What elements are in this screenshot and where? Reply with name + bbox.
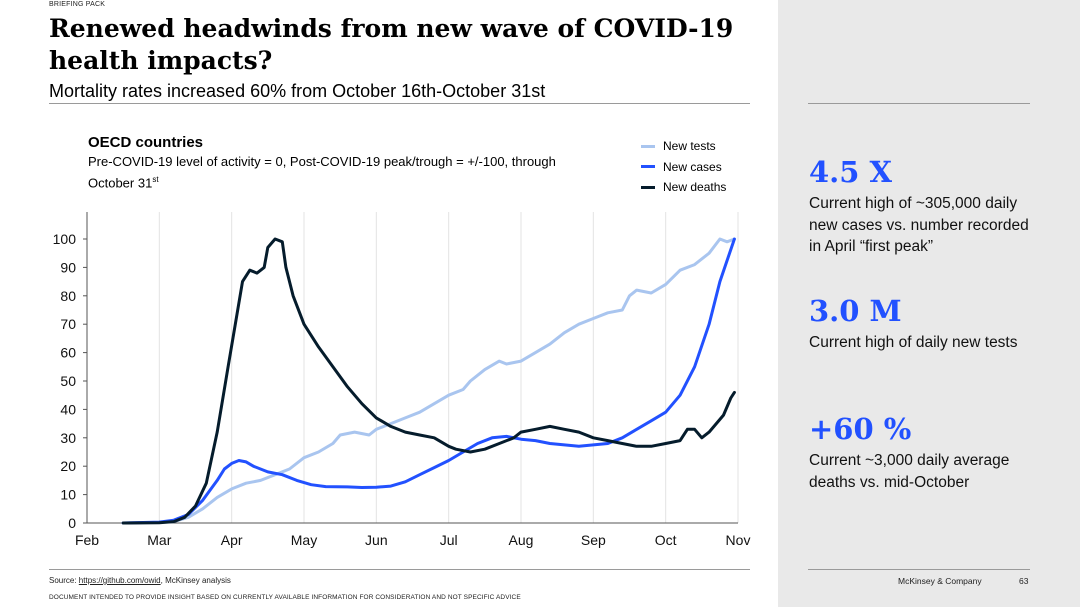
kpi-cases-description: Current high of ~305,000 daily new cases… xyxy=(809,195,1029,255)
kpi-deaths: +60 % Current ~3,000 daily average death… xyxy=(809,412,1039,493)
x-tick-label-nov: Nov xyxy=(726,532,751,548)
kpi-tests: 3.0 M Current high of daily new tests xyxy=(809,294,1039,354)
legend-item-deaths: New deaths xyxy=(641,177,726,198)
source-link[interactable]: https://github.com/owid xyxy=(78,576,161,585)
legend-label-tests: New tests xyxy=(663,139,716,154)
legend-swatch-cases xyxy=(641,165,655,169)
page-subtitle: Mortality rates increased 60% from Octob… xyxy=(49,81,546,101)
brand-name: McKinsey & Company xyxy=(898,576,982,586)
chart-subtitle-text: Pre-COVID-19 level of activity = 0, Post… xyxy=(88,154,556,191)
footer-divider-right xyxy=(808,569,1030,570)
x-tick-label-feb: Feb xyxy=(75,532,99,548)
x-tick-label-apr: Apr xyxy=(221,532,243,548)
source-label: Source: xyxy=(49,576,79,585)
y-tick-label-70: 70 xyxy=(60,316,76,332)
kpi-tests-value: 3.0 M xyxy=(809,294,902,328)
series-line-new-cases xyxy=(121,237,736,525)
page-number: 63 xyxy=(1019,576,1029,586)
y-tick-label-100: 100 xyxy=(53,231,77,247)
panel-divider-top xyxy=(808,103,1030,104)
x-tick-label-jul: Jul xyxy=(440,532,458,548)
legend-label-deaths: New deaths xyxy=(663,180,727,195)
disclaimer: DOCUMENT INTENDED TO PROVIDE INSIGHT BAS… xyxy=(49,594,521,601)
y-tick-label-20: 20 xyxy=(60,458,76,474)
footer-divider-left xyxy=(49,569,750,570)
legend-item-tests: New tests xyxy=(641,136,726,157)
legend-label-cases: New cases xyxy=(663,159,722,174)
kicker: BRIEFING PACK xyxy=(49,1,106,8)
y-tick-label-90: 90 xyxy=(60,259,76,275)
legend-swatch-tests xyxy=(641,144,655,148)
title-divider xyxy=(49,103,750,104)
legend-item-cases: New cases xyxy=(641,157,726,178)
kpi-deaths-description: Current ~3,000 daily average deaths vs. … xyxy=(809,452,1010,491)
x-tick-label-mar: Mar xyxy=(147,532,171,548)
series-line-new-tests xyxy=(121,237,736,525)
chart-legend: New tests New cases New deaths xyxy=(641,136,726,198)
source-note: Source: https://github.com/owid, McKinse… xyxy=(49,576,231,585)
legend-swatch-deaths xyxy=(641,185,655,189)
right-panel xyxy=(778,0,1080,607)
chart-subtitle-sup: st xyxy=(152,175,159,184)
page-title: Renewed headwinds from new wave of COVID… xyxy=(49,14,734,75)
series-line-new-deaths xyxy=(121,237,736,525)
kpi-cases-value: 4.5 X xyxy=(809,155,893,189)
kpi-cases: 4.5 X Current high of ~305,000 daily new… xyxy=(809,155,1039,258)
chart-title: OECD countries xyxy=(88,134,204,151)
y-tick-label-0: 0 xyxy=(68,515,76,531)
x-tick-label-oct: Oct xyxy=(655,532,677,548)
kpi-deaths-value: +60 % xyxy=(809,412,912,446)
y-tick-label-30: 30 xyxy=(60,430,76,446)
kpi-tests-description: Current high of daily new tests xyxy=(809,334,1018,351)
chart-subtitle: Pre-COVID-19 level of activity = 0, Post… xyxy=(88,153,568,192)
x-tick-label-jun: Jun xyxy=(365,532,388,548)
y-tick-label-40: 40 xyxy=(60,401,76,417)
y-tick-label-60: 60 xyxy=(60,345,76,361)
y-tick-label-80: 80 xyxy=(60,288,76,304)
y-tick-label-10: 10 xyxy=(60,487,76,503)
x-tick-label-aug: Aug xyxy=(509,532,534,548)
y-tick-label-50: 50 xyxy=(60,373,76,389)
x-tick-label-sep: Sep xyxy=(581,532,606,548)
x-tick-label-may: May xyxy=(291,532,317,548)
source-rest: , McKinsey analysis xyxy=(160,576,231,585)
